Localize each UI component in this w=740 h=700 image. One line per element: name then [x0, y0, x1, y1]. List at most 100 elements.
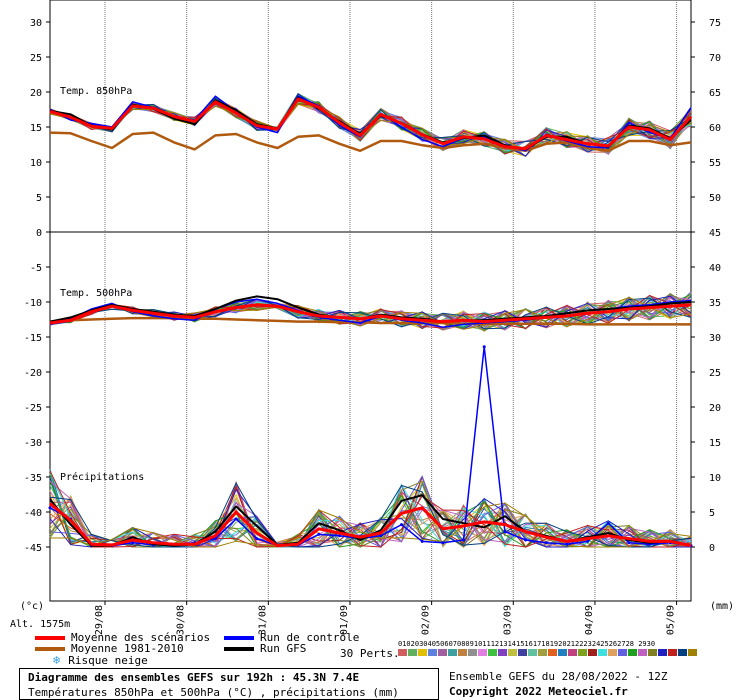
precip-control-point — [544, 541, 548, 545]
precip-control-point — [565, 542, 569, 546]
t850-label: Temp. 850hPa — [60, 86, 132, 97]
legend-mean-label: Moyenne des scénarios — [71, 631, 211, 644]
main-series — [48, 95, 693, 548]
precip-control-point — [586, 539, 590, 543]
t500-label: Temp. 500hPa — [60, 288, 132, 299]
snowflake-icon: ❄ — [53, 653, 61, 667]
pert-swatch — [428, 649, 437, 656]
ensemble-chart: 302520151050-5-10-15-20-25-30-35-40-4575… — [10, 0, 734, 635]
pert-swatch — [658, 649, 667, 656]
pert-line-850 — [49, 92, 692, 147]
pert-swatch — [578, 649, 587, 656]
pert-line-precip — [49, 470, 692, 548]
pert-swatch — [418, 649, 427, 656]
pert-swatch — [688, 649, 697, 656]
date-label: 05/09 — [666, 605, 677, 635]
pert-line-precip — [49, 488, 691, 548]
date-label: 31/08 — [257, 605, 268, 635]
right-tick-label: 25 — [709, 368, 721, 379]
chart-grid — [49, 0, 692, 602]
legend-climo-swatch — [35, 646, 65, 651]
right-tick-label: 45 — [709, 228, 721, 239]
pert-swatch — [478, 649, 487, 656]
t500-mean-line — [49, 303, 692, 325]
right-tick-label: 70 — [709, 53, 721, 64]
pert-swatch — [608, 649, 617, 656]
date-label: 03/09 — [502, 605, 513, 635]
pert-swatch — [498, 649, 507, 656]
precip-control-point — [379, 534, 383, 538]
pert-swatch — [598, 649, 607, 656]
legend-pert-numbers: 0102030405060708091011121314151617181920… — [398, 640, 656, 648]
right-tick-label: 30 — [709, 333, 721, 344]
pert-swatch — [638, 649, 647, 656]
precip-control-point — [131, 541, 135, 545]
right-tick-label: 55 — [709, 158, 721, 169]
pert-swatch — [448, 649, 457, 656]
precip-label: Précipitations — [60, 471, 144, 483]
pert-swatch — [678, 649, 687, 656]
t500-climo-line — [49, 316, 691, 326]
precip-control-point — [337, 534, 341, 538]
date-label: 04/09 — [584, 605, 595, 635]
left-tick-label: -10 — [24, 298, 42, 309]
left-tick-label: 25 — [30, 53, 42, 64]
pert-swatch — [458, 649, 467, 656]
legend-climo: Moyenne 1981-2010 — [35, 642, 184, 655]
pert-swatch — [548, 649, 557, 656]
right-tick-label: 0 — [709, 543, 715, 554]
pert-swatch — [558, 649, 567, 656]
legend-control-label: Run de contrôle — [260, 631, 360, 644]
left-tick-label: -35 — [24, 473, 42, 484]
precip-control-point — [462, 538, 466, 542]
pert-swatch — [528, 649, 537, 656]
pert-swatch — [538, 649, 547, 656]
precip-control-point — [441, 541, 445, 545]
left-tick-label: -15 — [24, 333, 42, 344]
legend-climo-label: Moyenne 1981-2010 — [71, 642, 184, 655]
pert-swatch — [568, 649, 577, 656]
left-tick-label: -20 — [24, 368, 42, 379]
legend-gfs-swatch — [224, 646, 254, 651]
legend-snow-label: Risque neige — [68, 653, 148, 667]
pert-swatch — [648, 649, 657, 656]
axes: 302520151050-5-10-15-20-25-30-35-40-4575… — [24, 18, 721, 635]
pert-swatch — [508, 649, 517, 656]
right-tick-label: 65 — [709, 88, 721, 99]
pert-swatch — [668, 649, 677, 656]
left-unit-label: (°c) — [20, 601, 44, 612]
left-tick-label: 30 — [30, 18, 42, 29]
precip-control-point — [400, 523, 404, 527]
pert-swatch — [468, 649, 477, 656]
right-tick-label: 15 — [709, 438, 721, 449]
pert-swatch — [438, 649, 447, 656]
left-tick-label: -25 — [24, 403, 42, 414]
legend-snow: ❄ Risque neige — [53, 653, 148, 667]
legend-pert-swatches — [398, 649, 698, 656]
date-label: 02/09 — [421, 605, 432, 635]
pert-swatch — [398, 649, 407, 656]
left-tick-label: -40 — [24, 508, 42, 519]
pert-swatch — [408, 649, 417, 656]
pert-swatch — [588, 649, 597, 656]
legend-mean: Moyenne des scénarios — [35, 631, 210, 644]
ensemble-run-label: Ensemble GEFS du 28/08/2022 - 12Z — [449, 670, 668, 683]
right-tick-label: 75 — [709, 18, 721, 29]
perturbation-lines — [49, 92, 692, 549]
altitude-label: Alt. 1575m — [10, 619, 70, 630]
right-tick-label: 10 — [709, 473, 721, 484]
precip-control-point — [213, 537, 217, 541]
t850-climo-line — [49, 131, 692, 153]
right-tick-label: 35 — [709, 298, 721, 309]
pert-line-500 — [49, 292, 692, 332]
precip-control-point — [524, 538, 528, 542]
precip-control-point — [255, 537, 259, 541]
precip-control-point — [48, 506, 52, 510]
footer-subtitle: Températures 850hPa et 500hPa (°C) , pré… — [28, 686, 399, 699]
legend-control: Run de contrôle — [224, 631, 359, 644]
right-tick-label: 40 — [709, 263, 721, 274]
right-tick-label: 20 — [709, 403, 721, 414]
legend-gfs-label: Run GFS — [260, 642, 307, 655]
precip-control-point — [317, 532, 321, 536]
legend-mean-swatch — [35, 635, 65, 640]
